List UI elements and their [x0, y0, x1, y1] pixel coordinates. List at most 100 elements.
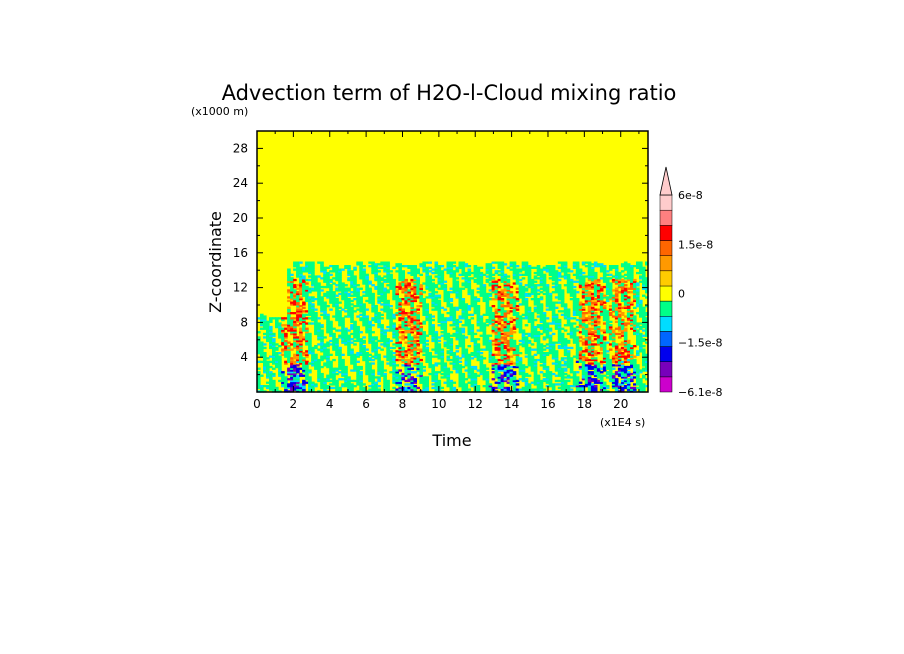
field-cell: [383, 379, 387, 383]
field-cell: [356, 383, 360, 386]
field-cell: [509, 378, 514, 381]
field-cell: [461, 331, 466, 334]
field-cell: [500, 324, 505, 327]
field-cell: [593, 357, 598, 360]
field-cell: [404, 362, 408, 365]
field-cell: [365, 317, 369, 320]
field-cell: [329, 299, 333, 303]
field-cell: [317, 261, 321, 264]
field-cell: [365, 284, 369, 287]
field-cell: [494, 336, 499, 339]
field-cell: [290, 343, 294, 346]
field-cell: [380, 299, 384, 303]
field-cell: [281, 381, 285, 384]
field-cell: [347, 381, 351, 384]
field-cell: [527, 362, 532, 365]
field-cell: [407, 341, 411, 344]
field-cell: [275, 357, 279, 360]
field-cell: [446, 305, 451, 308]
field-cell: [314, 364, 318, 367]
field-cell: [287, 386, 291, 390]
field-cell: [323, 378, 327, 381]
field-cell: [299, 266, 303, 269]
field-cell: [416, 271, 420, 275]
field-cell: [350, 303, 354, 306]
field-cell: [488, 350, 493, 353]
field-cell: [257, 346, 261, 350]
field-cell: [455, 350, 460, 353]
field-cell: [293, 355, 297, 358]
field-cell: [593, 385, 598, 388]
field-cell: [323, 352, 327, 355]
field-cell: [407, 364, 411, 367]
field-cell: [533, 358, 538, 362]
field-cell: [452, 291, 457, 294]
field-cell: [518, 322, 523, 325]
field-cell: [557, 374, 562, 377]
field-cell: [482, 287, 487, 290]
field-cell: [593, 358, 598, 362]
field-cell: [566, 287, 571, 290]
field-cell: [311, 386, 315, 390]
field-cell: [290, 324, 294, 327]
field-cell: [410, 318, 414, 322]
field-cell: [593, 285, 598, 289]
field-cell: [410, 271, 414, 275]
field-cell: [407, 312, 411, 315]
field-cell: [347, 306, 351, 309]
field-cell: [317, 301, 321, 304]
field-cell: [566, 278, 571, 282]
field-cell: [407, 376, 411, 379]
field-cell: [374, 376, 378, 379]
field-cell: [404, 367, 408, 370]
field-cell: [350, 273, 354, 276]
field-cell: [566, 353, 571, 356]
field-cell: [419, 298, 423, 301]
field-cell: [401, 310, 405, 313]
field-cell: [347, 278, 351, 282]
field-cell: [563, 364, 568, 367]
field-cell: [485, 388, 490, 391]
field-cell: [548, 277, 553, 280]
field-cell: [461, 312, 466, 315]
field-cell: [575, 299, 580, 303]
field-cell: [566, 358, 571, 362]
field-cell: [347, 386, 351, 390]
field-cell: [398, 275, 402, 278]
field-cell: [554, 270, 559, 273]
field-cell: [563, 360, 568, 363]
field-cell: [575, 343, 580, 346]
field-cell: [335, 339, 339, 343]
field-cell: [293, 334, 297, 337]
field-cell: [392, 331, 396, 334]
field-cell: [413, 299, 417, 303]
field-cell: [566, 291, 571, 294]
field-cell: [284, 346, 288, 350]
field-cell: [446, 378, 451, 381]
field-cell: [527, 277, 532, 280]
field-cell: [263, 352, 267, 355]
field-cell: [401, 277, 405, 280]
field-cell: [536, 271, 541, 275]
field-cell: [494, 353, 499, 356]
field-cell: [293, 336, 297, 339]
field-cell: [569, 294, 574, 297]
field-cell: [407, 339, 411, 343]
field-cell: [527, 320, 532, 323]
field-cell: [371, 379, 375, 383]
field-cell: [419, 332, 423, 336]
field-cell: [311, 355, 315, 358]
field-cell: [590, 287, 595, 290]
field-cell: [494, 348, 499, 351]
field-cell: [380, 284, 384, 287]
field-cell: [500, 261, 505, 264]
field-cell: [482, 369, 487, 372]
field-cell: [506, 369, 511, 372]
field-cell: [290, 331, 294, 334]
field-cell: [305, 310, 309, 313]
field-cell: [374, 338, 378, 341]
field-cell: [551, 362, 556, 365]
field-cell: [269, 374, 273, 377]
field-cell: [287, 358, 291, 362]
field-cell: [506, 367, 511, 370]
